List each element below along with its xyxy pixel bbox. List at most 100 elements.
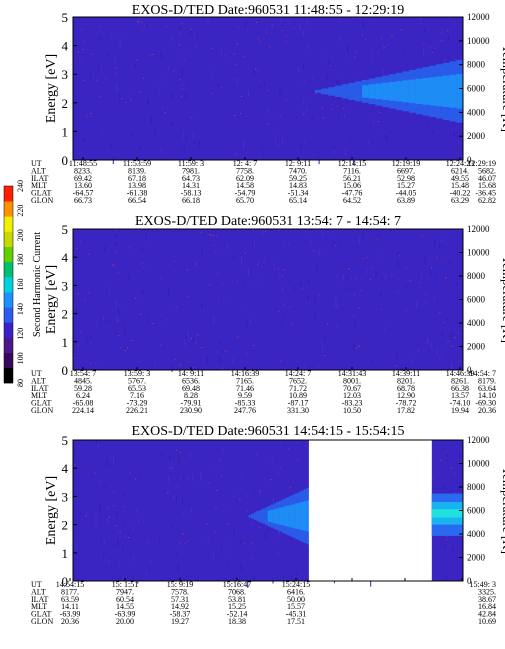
heatmap-speckle bbox=[424, 294, 426, 296]
heatmap-speckle bbox=[79, 241, 81, 243]
heatmap-texture-cell bbox=[171, 36, 173, 42]
orbit-value: 13.60 bbox=[74, 181, 92, 190]
orbit-value: 3325. bbox=[478, 587, 496, 596]
heatmap-texture-cell bbox=[354, 321, 356, 329]
heatmap-speckle bbox=[160, 344, 162, 346]
heatmap-speckle bbox=[90, 112, 92, 114]
orbit-value: 247.76 bbox=[234, 406, 256, 415]
orbit-row-label: MLT bbox=[31, 181, 47, 190]
heatmap-speckle bbox=[364, 39, 366, 41]
y2-tick-label: 2000 bbox=[467, 553, 486, 563]
heatmap-texture-cell bbox=[101, 128, 103, 134]
heatmap-speckle bbox=[207, 538, 209, 540]
orbit-value: 12:24:23 bbox=[446, 159, 474, 168]
orbit-value: -52.14 bbox=[227, 610, 248, 619]
heatmap-speckle bbox=[178, 44, 180, 46]
heatmap-band-inner bbox=[422, 78, 430, 105]
heatmap-speckle bbox=[211, 48, 213, 50]
heatmap-speckle bbox=[164, 112, 166, 114]
heatmap-texture-cell bbox=[344, 114, 346, 119]
heatmap-texture-cell bbox=[74, 448, 76, 456]
heatmap-band-outer bbox=[251, 513, 255, 519]
heatmap-speckle bbox=[283, 269, 285, 270]
orbit-value: 7116. bbox=[343, 166, 361, 175]
heatmap-speckle bbox=[173, 260, 175, 262]
heatmap-texture-cell bbox=[178, 454, 180, 463]
heatmap-band-inner bbox=[303, 501, 307, 531]
heatmap-band-inner bbox=[362, 85, 370, 98]
heatmap-texture-cell bbox=[107, 51, 109, 57]
heatmap-speckle bbox=[440, 32, 442, 34]
heatmap-speckle bbox=[186, 269, 188, 271]
colorbar-swatch bbox=[4, 367, 13, 384]
colorbar-swatch bbox=[4, 322, 13, 338]
heatmap-texture-cell bbox=[403, 49, 404, 53]
heatmap-texture-cell bbox=[288, 20, 290, 25]
heatmap-speckle bbox=[130, 99, 132, 101]
orbit-value: 19.94 bbox=[451, 406, 469, 415]
heatmap-speckle bbox=[96, 79, 98, 81]
orbit-value: 14.83 bbox=[289, 181, 307, 190]
heatmap-speckle bbox=[377, 51, 379, 53]
orbit-value: 14:16:39 bbox=[231, 369, 259, 378]
heatmap-texture-cell bbox=[116, 315, 118, 322]
heatmap-speckle bbox=[278, 268, 280, 270]
heatmap-speckle bbox=[340, 19, 342, 21]
heatmap-texture-cell bbox=[169, 455, 171, 462]
heatmap-texture-cell bbox=[346, 275, 348, 279]
heatmap-texture-cell bbox=[308, 278, 310, 286]
heatmap-speckle bbox=[278, 310, 280, 312]
heatmap-speckle bbox=[257, 69, 259, 71]
heatmap-speckle bbox=[289, 487, 291, 489]
heatmap-texture-cell bbox=[243, 141, 244, 149]
heatmap-speckle bbox=[436, 256, 438, 258]
heatmap-speckle bbox=[396, 365, 397, 367]
heatmap-texture-cell bbox=[283, 241, 285, 244]
colorbar-swatch bbox=[4, 216, 13, 232]
heatmap-band-inner bbox=[382, 82, 390, 100]
heatmap-texture-cell bbox=[221, 48, 223, 55]
heatmap-texture-cell bbox=[458, 453, 460, 456]
heatmap-texture-cell bbox=[386, 136, 388, 142]
orbit-value: 12.03 bbox=[343, 391, 361, 400]
heatmap-texture-cell bbox=[108, 560, 110, 565]
heatmap-band-inner bbox=[270, 509, 274, 523]
heatmap-speckle bbox=[197, 334, 199, 336]
heatmap-texture-cell bbox=[250, 557, 252, 560]
heatmap-texture-cell bbox=[217, 350, 218, 353]
heatmap-texture-cell bbox=[259, 490, 261, 497]
heatmap-speckle bbox=[370, 268, 372, 270]
heatmap-speckle bbox=[222, 282, 224, 284]
y2-tick-label: 12000 bbox=[467, 12, 490, 22]
heatmap-texture-cell bbox=[441, 254, 443, 259]
heatmap-texture-cell bbox=[110, 35, 112, 39]
heatmap-texture-cell bbox=[444, 485, 446, 489]
heatmap-speckle bbox=[134, 478, 136, 480]
heatmap-band-inner bbox=[456, 74, 464, 109]
heatmap-texture-cell bbox=[343, 275, 344, 281]
heatmap-speckle bbox=[144, 25, 146, 26]
heatmap-band-outer bbox=[355, 81, 363, 102]
heatmap-texture-cell bbox=[87, 339, 89, 343]
heatmap-texture-cell bbox=[392, 279, 394, 282]
heatmap-speckle bbox=[322, 107, 323, 109]
heatmap-texture-cell bbox=[334, 145, 335, 149]
heatmap-speckle bbox=[167, 492, 168, 494]
heatmap-texture-cell bbox=[302, 30, 304, 37]
orbit-value: 8139. bbox=[128, 166, 146, 175]
heatmap-texture-cell bbox=[400, 367, 402, 371]
heatmap-speckle bbox=[180, 365, 182, 367]
heatmap-speckle bbox=[237, 336, 239, 338]
y-tick-label: 2 bbox=[62, 307, 69, 322]
colorbar: 80 100 120 140 160 180 200 220 240 Second Harmoni… bbox=[3, 180, 43, 387]
heatmap-speckle bbox=[213, 244, 215, 246]
heatmap-band-outer bbox=[265, 507, 269, 526]
heatmap-speckle bbox=[264, 230, 266, 232]
heatmap-texture-cell bbox=[201, 248, 203, 255]
heatmap-speckle bbox=[81, 29, 83, 31]
orbit-value: 63.59 bbox=[61, 595, 79, 604]
heatmap-texture-cell bbox=[368, 141, 370, 146]
heatmap-speckle bbox=[200, 472, 202, 474]
heatmap-texture-cell bbox=[232, 78, 234, 81]
heatmap-speckle bbox=[280, 360, 282, 362]
